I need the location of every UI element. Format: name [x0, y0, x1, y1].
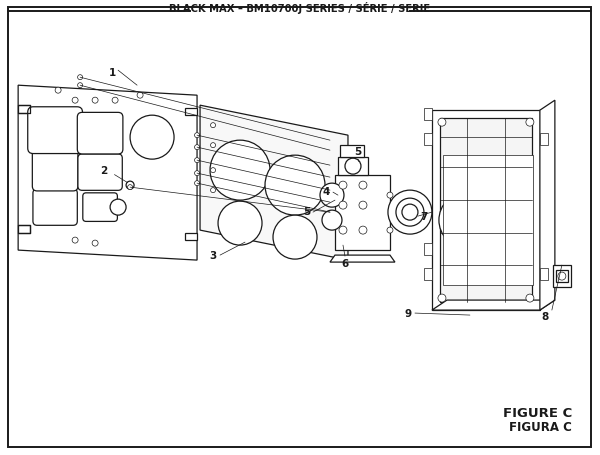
Circle shape: [210, 140, 270, 200]
Circle shape: [339, 181, 347, 189]
Text: 9: 9: [405, 309, 412, 319]
FancyBboxPatch shape: [28, 107, 83, 153]
Bar: [424, 108, 432, 120]
Polygon shape: [185, 108, 197, 115]
Polygon shape: [18, 225, 30, 233]
Circle shape: [439, 192, 495, 248]
Polygon shape: [432, 300, 555, 310]
Circle shape: [438, 118, 446, 126]
FancyBboxPatch shape: [32, 149, 78, 191]
Polygon shape: [200, 105, 348, 260]
Bar: [340, 145, 364, 157]
Circle shape: [526, 118, 534, 126]
Text: 5: 5: [303, 207, 310, 217]
Circle shape: [387, 227, 393, 233]
Text: FIGURA C: FIGURA C: [509, 420, 572, 434]
Bar: [443, 155, 533, 285]
Circle shape: [320, 183, 344, 207]
Circle shape: [359, 226, 367, 234]
Text: FIGURE C: FIGURE C: [503, 406, 572, 420]
Circle shape: [218, 201, 262, 245]
Circle shape: [137, 92, 143, 98]
Text: BLACK MAX – BM10700J SERIES / SÉRIE / SERIE: BLACK MAX – BM10700J SERIES / SÉRIE / SE…: [169, 2, 431, 14]
Polygon shape: [540, 100, 555, 310]
Bar: [424, 268, 432, 280]
Circle shape: [77, 83, 83, 88]
Circle shape: [126, 181, 134, 189]
Text: 5: 5: [355, 147, 362, 157]
Bar: [440, 118, 532, 302]
FancyBboxPatch shape: [77, 112, 123, 154]
Circle shape: [55, 87, 61, 93]
Circle shape: [72, 237, 78, 243]
Circle shape: [128, 185, 133, 190]
Circle shape: [211, 167, 215, 172]
Circle shape: [194, 181, 200, 186]
Circle shape: [273, 215, 317, 259]
Circle shape: [322, 210, 342, 230]
Bar: [338, 157, 368, 175]
FancyBboxPatch shape: [83, 193, 118, 222]
Circle shape: [339, 201, 347, 209]
Circle shape: [396, 198, 424, 226]
Circle shape: [92, 97, 98, 103]
Circle shape: [345, 158, 361, 174]
Polygon shape: [18, 85, 197, 260]
Bar: [424, 133, 432, 145]
Circle shape: [211, 123, 215, 128]
Circle shape: [110, 199, 126, 215]
FancyBboxPatch shape: [78, 154, 122, 190]
Circle shape: [130, 115, 174, 159]
Bar: [553, 265, 571, 287]
Text: 2: 2: [100, 166, 107, 176]
Circle shape: [387, 192, 393, 198]
Text: 6: 6: [341, 259, 349, 269]
Bar: [424, 243, 432, 255]
Circle shape: [498, 228, 522, 252]
Bar: [540, 133, 548, 145]
Circle shape: [194, 171, 200, 176]
Bar: [335, 175, 390, 250]
Circle shape: [447, 200, 487, 240]
Circle shape: [194, 157, 200, 162]
Bar: [556, 270, 568, 282]
Circle shape: [388, 190, 432, 234]
Text: 7: 7: [420, 212, 427, 222]
Circle shape: [112, 97, 118, 103]
Circle shape: [359, 181, 367, 189]
Circle shape: [194, 133, 200, 138]
Circle shape: [402, 204, 418, 220]
FancyBboxPatch shape: [33, 189, 77, 225]
Text: 8: 8: [542, 312, 549, 322]
Circle shape: [72, 97, 78, 103]
Circle shape: [558, 272, 566, 280]
Circle shape: [438, 294, 446, 302]
Circle shape: [359, 201, 367, 209]
Circle shape: [492, 222, 528, 258]
Bar: [540, 268, 548, 280]
Polygon shape: [185, 233, 197, 240]
Circle shape: [526, 294, 534, 302]
Bar: [432, 110, 540, 310]
Circle shape: [211, 187, 215, 192]
Polygon shape: [330, 255, 395, 262]
Circle shape: [194, 145, 200, 150]
Text: 4: 4: [323, 187, 330, 197]
Circle shape: [92, 240, 98, 246]
Text: 1: 1: [109, 68, 116, 78]
Circle shape: [339, 226, 347, 234]
Circle shape: [265, 155, 325, 215]
Circle shape: [211, 143, 215, 148]
Circle shape: [77, 75, 83, 80]
Polygon shape: [18, 105, 30, 113]
Text: 3: 3: [210, 251, 217, 261]
